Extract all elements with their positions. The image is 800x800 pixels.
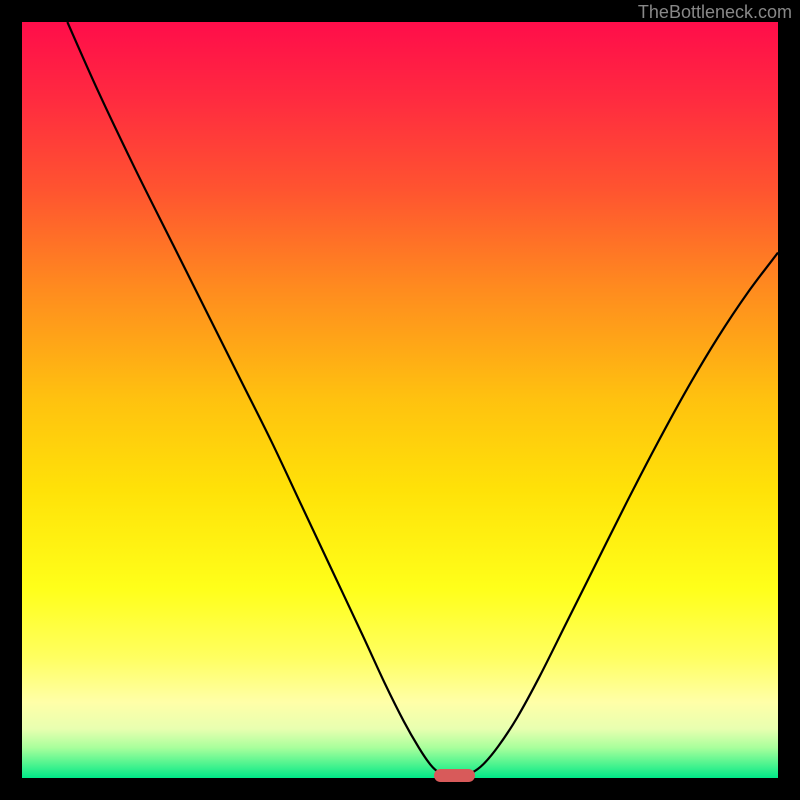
watermark-text: TheBottleneck.com — [638, 2, 792, 23]
curve-path — [67, 22, 778, 776]
optimal-marker — [434, 769, 476, 782]
bottleneck-curve — [22, 22, 778, 778]
chart-plot-area — [22, 22, 778, 778]
